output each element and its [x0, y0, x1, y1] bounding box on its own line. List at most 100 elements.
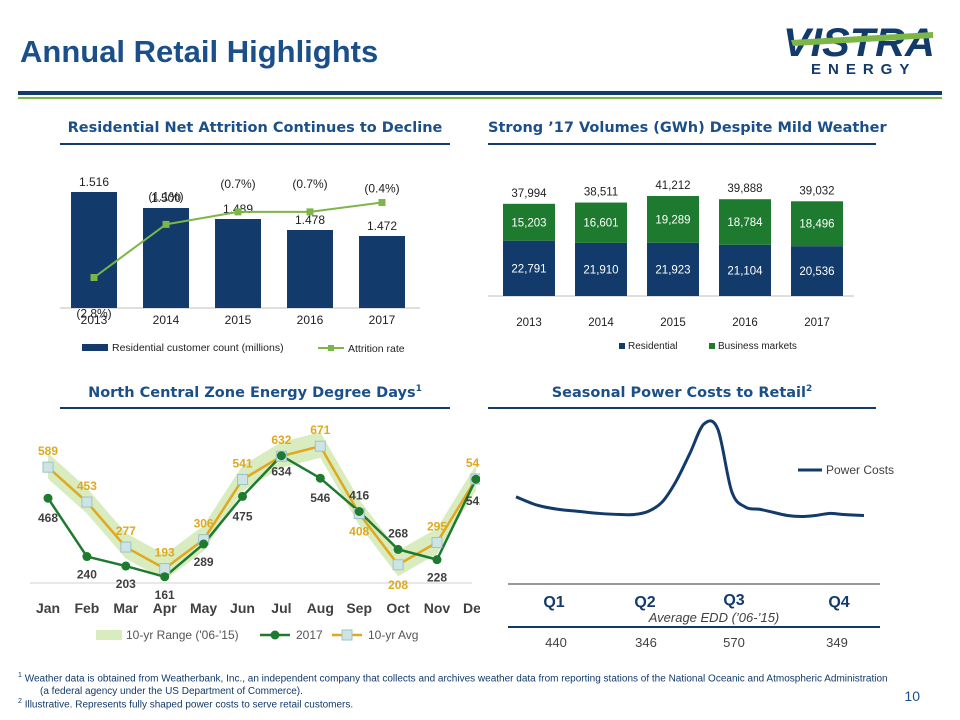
degree-2017-line [46, 454, 478, 579]
degree-avg-label: 306 [194, 517, 214, 531]
degree-2017-point [432, 555, 442, 565]
degree-avg-label: 277 [116, 524, 136, 538]
degree-x-tick: Apr [153, 600, 178, 616]
volumes-bar-residential [791, 246, 843, 296]
degree-legend-swatch-range [96, 630, 122, 640]
volumes-legend-swatch-residential [619, 343, 625, 349]
attrition-rate-label: (0.4%) [364, 182, 399, 196]
power-quarter-label: Q1 [543, 594, 564, 611]
volumes-residential-label: 21,923 [655, 264, 690, 276]
volumes-x-tick: 2015 [660, 317, 686, 329]
degree-avg-label: 295 [427, 519, 447, 533]
volumes-bar-residential [647, 242, 699, 296]
volumes-residential-label: 22,791 [511, 263, 546, 275]
degree-avg-line [47, 444, 477, 571]
attrition-rate-label: (1.1%) [148, 189, 183, 203]
degree-avg-point [431, 536, 443, 548]
volumes-x-tick: 2013 [516, 317, 542, 329]
header-accent-rule [18, 97, 942, 99]
degree-avg-label: 541 [232, 457, 252, 471]
volumes-bar-business [791, 201, 843, 247]
volumes-residential-label: 21,104 [727, 265, 763, 277]
volumes-bar-business [503, 203, 555, 241]
power-costs-title-sup: 2 [805, 384, 813, 394]
attrition-chart: 1.51620131.50020141.48920151.47820161.47… [60, 175, 420, 355]
header-rule [18, 91, 942, 95]
attrition-x-tick: 2015 [225, 313, 252, 327]
attrition-x-tick: 2017 [369, 313, 396, 327]
volumes-bar-business [719, 199, 771, 245]
attrition-legend-swatch-bar [82, 344, 108, 351]
degree-legend-marker-2017 [270, 630, 280, 640]
degree-days-title: North Central Zone Energy Degree Days1 [60, 384, 450, 401]
footnote-1: 1 Weather data is obtained from Weatherb… [18, 669, 918, 698]
attrition-rate-point [234, 208, 242, 216]
degree-avg-label: 543 [466, 456, 480, 470]
degree-2017-label: 546 [310, 491, 330, 505]
attrition-rate-point [90, 274, 98, 281]
volumes-bar-business [575, 202, 627, 243]
attrition-bar-label: 1.500 [151, 191, 181, 205]
degree-avg-point [120, 541, 132, 553]
attrition-x-tick: 2013 [81, 313, 108, 327]
degree-2017-label: 203 [116, 577, 136, 591]
volumes-total-label: 38,511 [584, 187, 618, 199]
degree-x-tick: Jan [36, 600, 60, 616]
degree-2017-label: 268 [388, 526, 408, 540]
degree-avg-point [81, 496, 93, 508]
degree-2017-label: 475 [232, 509, 252, 523]
volumes-business-label: 19,289 [655, 214, 690, 226]
power-quarter-label: Q2 [634, 594, 655, 611]
degree-2017-point [160, 572, 170, 582]
attrition-rate-label: (2.8%) [76, 307, 111, 321]
logo-swoosh [791, 32, 933, 46]
volumes-x-tick: 2016 [732, 317, 758, 329]
volumes-bar-business [647, 196, 699, 243]
degree-2017-point [121, 561, 131, 571]
footnote-2-sup: 2 [18, 698, 22, 705]
degree-2017-label: 634 [271, 465, 291, 479]
volumes-total-label: 37,994 [511, 188, 547, 200]
volumes-business-label: 16,601 [583, 218, 618, 230]
degree-x-tick: Jul [271, 600, 291, 616]
volumes-total-label: 39,888 [727, 183, 762, 195]
attrition-bar-label: 1.516 [79, 175, 109, 189]
degree-avg-point [314, 440, 326, 452]
degree-days-title-text: North Central Zone Energy Degree Days [88, 384, 416, 401]
attrition-bar [215, 219, 261, 308]
power-edd-value: 570 [723, 635, 745, 650]
power-costs-title: Seasonal Power Costs to Retail2 [488, 384, 876, 401]
footnote-2-text: Illustrative. Represents fully shaped po… [24, 699, 354, 711]
degree-2017-point [276, 451, 286, 461]
attrition-rate-point [306, 208, 314, 216]
degree-avg-label: 453 [77, 479, 97, 493]
degree-2017-point [199, 539, 209, 549]
degree-x-tick: Feb [74, 600, 99, 616]
logo-subtitle: ENERGY [811, 61, 917, 78]
degree-2017-label: 542 [466, 494, 480, 508]
degree-2017-label: 240 [77, 568, 97, 582]
degree-avg-point [237, 474, 248, 486]
attrition-title-rule [60, 143, 450, 145]
attrition-bar [359, 236, 405, 308]
attrition-legend-bar: Residential customer count (millions) [112, 342, 284, 354]
degree-avg-label: 589 [38, 444, 58, 458]
attrition-rate-label: (0.7%) [292, 177, 327, 191]
footnote-2: 2 Illustrative. Represents fully shaped … [18, 695, 718, 711]
degree-days-title-sup: 1 [415, 384, 422, 394]
degree-2017-label: 161 [155, 588, 175, 602]
degree-legend-2017: 2017 [296, 628, 323, 642]
degree-x-tick: May [190, 600, 217, 616]
volumes-title-rule [488, 143, 876, 145]
volumes-business-label: 18,496 [799, 219, 834, 231]
degree-avg-label: 408 [349, 525, 369, 539]
attrition-bar [287, 230, 333, 308]
attrition-legend-rate: Attrition rate [348, 343, 405, 355]
volumes-residential-label: 20,536 [799, 266, 834, 278]
power-costs-line [515, 419, 865, 519]
degree-2017-point [82, 552, 92, 562]
attrition-title: Residential Net Attrition Continues to D… [67, 120, 443, 136]
degree-2017-label: 228 [427, 571, 447, 585]
degree-avg-point [392, 559, 404, 571]
